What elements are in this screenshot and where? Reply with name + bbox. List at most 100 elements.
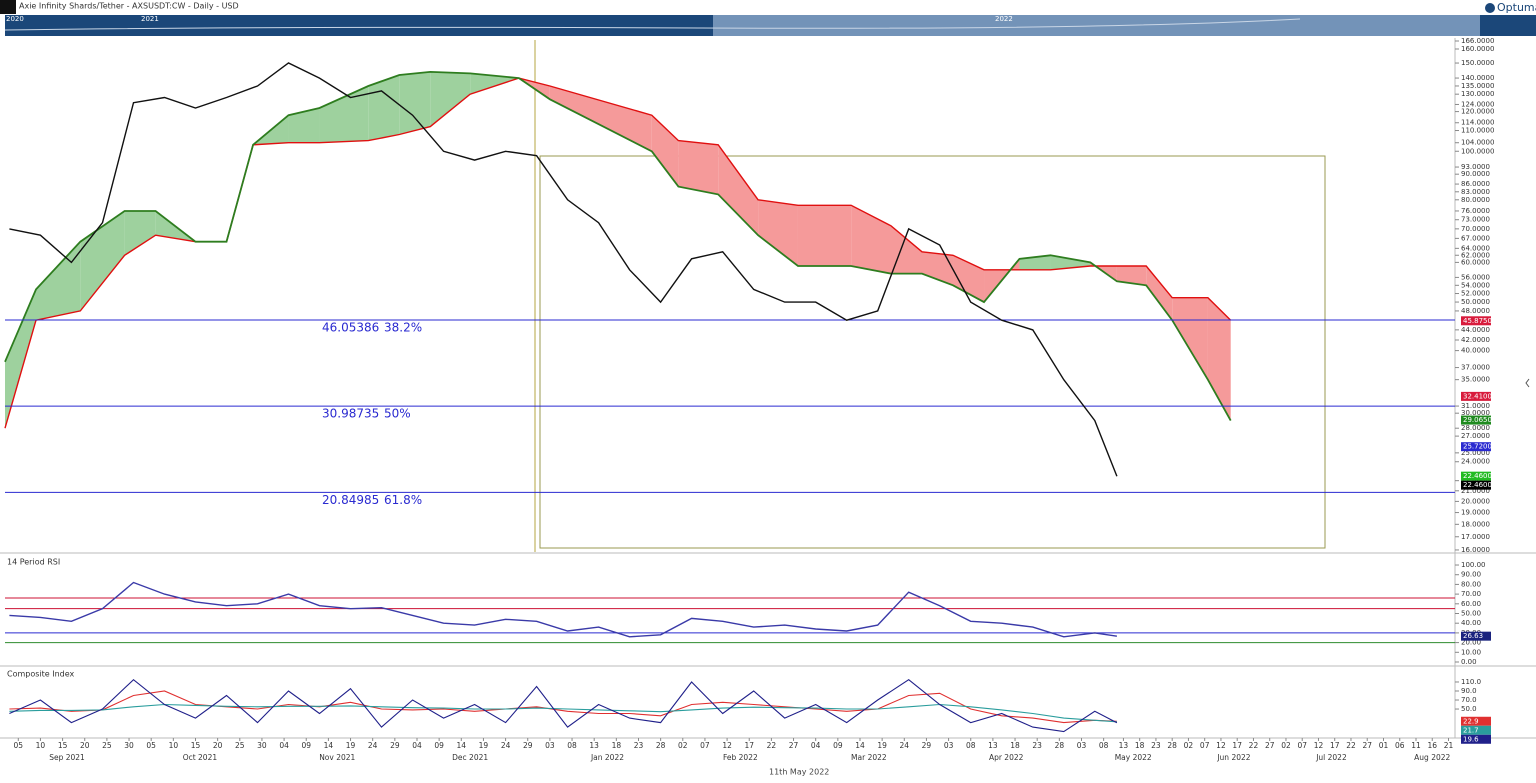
series-line <box>9 62 1118 477</box>
series-line <box>9 581 1118 638</box>
value-tag-label: 32.4100 <box>1463 392 1492 400</box>
x-tick-label: 17 <box>744 741 754 750</box>
y-tick-label: 130.0000 <box>1461 90 1494 98</box>
month-label: Mar 2022 <box>851 753 887 762</box>
x-tick-label: 12 <box>1216 741 1226 750</box>
x-tick-label: 02 <box>1281 741 1291 750</box>
y-tick-label: 90.0 <box>1461 687 1477 695</box>
x-tick-label: 17 <box>1232 741 1242 750</box>
x-tick-label: 20 <box>213 741 223 750</box>
y-tick-label: 140.0000 <box>1461 74 1494 82</box>
x-tick-label: 20 <box>80 741 90 750</box>
value-tag <box>1461 442 1491 452</box>
x-tick-label: 03 <box>545 741 555 750</box>
x-tick-label: 23 <box>1151 741 1161 750</box>
y-tick-label: 10.00 <box>1461 648 1481 656</box>
x-tick-label: 24 <box>900 741 910 750</box>
x-tick-label: 07 <box>1297 741 1307 750</box>
y-tick-label: 114.0000 <box>1461 119 1494 127</box>
cloud-segment <box>758 199 798 267</box>
y-tick-label: 60.0000 <box>1461 258 1490 266</box>
x-tick-label: 25 <box>235 741 245 750</box>
x-tick-label: 27 <box>789 741 799 750</box>
fib-value: 20.84985 <box>322 493 379 507</box>
cloud-segment <box>124 210 156 256</box>
collapse-button[interactable] <box>1525 378 1530 388</box>
range-box <box>539 155 1326 549</box>
fib-value: 30.98735 <box>322 407 379 421</box>
x-tick-label: 15 <box>58 741 68 750</box>
cloud-segment <box>851 205 891 274</box>
x-tick-label: 09 <box>434 741 444 750</box>
cloud-segment <box>319 85 369 143</box>
navigator-line <box>4 18 1301 31</box>
value-tag <box>1461 725 1491 735</box>
value-tag <box>1461 415 1491 425</box>
x-tick-label: 17 <box>1330 741 1340 750</box>
value-tag <box>1461 734 1491 744</box>
panel-title: Composite Index <box>7 670 75 679</box>
cloud-segment <box>399 71 431 135</box>
y-tick-label: 62.0000 <box>1461 251 1490 259</box>
x-tick-label: 08 <box>567 741 577 750</box>
value-tag-label: 25.7200 <box>1463 443 1492 451</box>
x-tick-label: 12 <box>1314 741 1324 750</box>
y-tick-label: 44.0000 <box>1461 326 1490 334</box>
value-tag <box>1461 631 1491 641</box>
y-tick-label: 56.0000 <box>1461 273 1490 281</box>
y-tick-label: 76.0000 <box>1461 207 1490 215</box>
cloud-segment <box>678 140 719 195</box>
x-tick-label: 06 <box>1395 741 1405 750</box>
y-tick-label: 80.00 <box>1461 580 1481 588</box>
y-tick-label: 104.0000 <box>1461 139 1494 147</box>
x-tick-label: 08 <box>1099 741 1109 750</box>
navigator-year: 2021 <box>141 15 159 23</box>
chart-title: Axie Infinity Shards/Tether - AXSUSDT:CW… <box>19 2 239 11</box>
x-tick-label: 27 <box>1362 741 1372 750</box>
y-tick-label: 90.00 <box>1461 571 1481 579</box>
x-tick-label: 18 <box>1135 741 1145 750</box>
x-tick-label: 30 <box>257 741 267 750</box>
y-tick-label: 80.0000 <box>1461 196 1490 204</box>
cloud-segment <box>5 289 37 429</box>
month-label: Sep 2021 <box>49 753 85 762</box>
x-tick-label: 30 <box>124 741 134 750</box>
x-tick-label: 07 <box>1200 741 1210 750</box>
value-tag-label: 22.4600 <box>1463 472 1492 480</box>
cloud-segment <box>651 115 679 187</box>
month-label: Jan 2022 <box>590 753 624 762</box>
plot <box>0 38 1536 739</box>
x-tick-label: 28 <box>656 741 666 750</box>
x-tick-label: 14 <box>457 741 467 750</box>
x-tick-label: 19 <box>346 741 356 750</box>
cloud-segment <box>470 73 519 95</box>
y-tick-label: 37.0000 <box>1461 364 1490 372</box>
navigator-year: 2022 <box>995 15 1013 23</box>
y-tick-label: 166.0000 <box>1461 37 1494 45</box>
y-tick-label: 50.0 <box>1461 705 1477 713</box>
x-tick-label: 02 <box>1184 741 1194 750</box>
y-tick-label: 124.0000 <box>1461 100 1494 108</box>
x-tick-label: 02 <box>678 741 688 750</box>
y-tick-label: 28.0000 <box>1461 424 1490 432</box>
symbol-icon <box>0 0 16 14</box>
x-tick-label: 07 <box>700 741 710 750</box>
cloud-segment <box>797 205 852 267</box>
footer-date: 11th May 2022 <box>769 768 829 777</box>
cloud-segment <box>549 85 652 152</box>
y-tick-label: 17.0000 <box>1461 533 1490 541</box>
y-tick-label: 93.0000 <box>1461 163 1490 171</box>
x-tick-label: 27 <box>1265 741 1275 750</box>
x-tick-label: 14 <box>324 741 334 750</box>
y-tick-label: 70.0 <box>1461 696 1477 704</box>
x-tick-label: 24 <box>501 741 511 750</box>
value-tag-label: 22.9 <box>1463 717 1479 725</box>
y-tick-label: 20.00 <box>1461 639 1481 647</box>
x-tick-label: 12 <box>722 741 732 750</box>
x-tick-label: 04 <box>811 741 821 750</box>
y-tick-label: 100.0000 <box>1461 147 1494 155</box>
y-tick-label: 27.0000 <box>1461 432 1490 440</box>
y-tick-label: 100.00 <box>1461 561 1486 569</box>
x-tick-label: 22 <box>1346 741 1356 750</box>
